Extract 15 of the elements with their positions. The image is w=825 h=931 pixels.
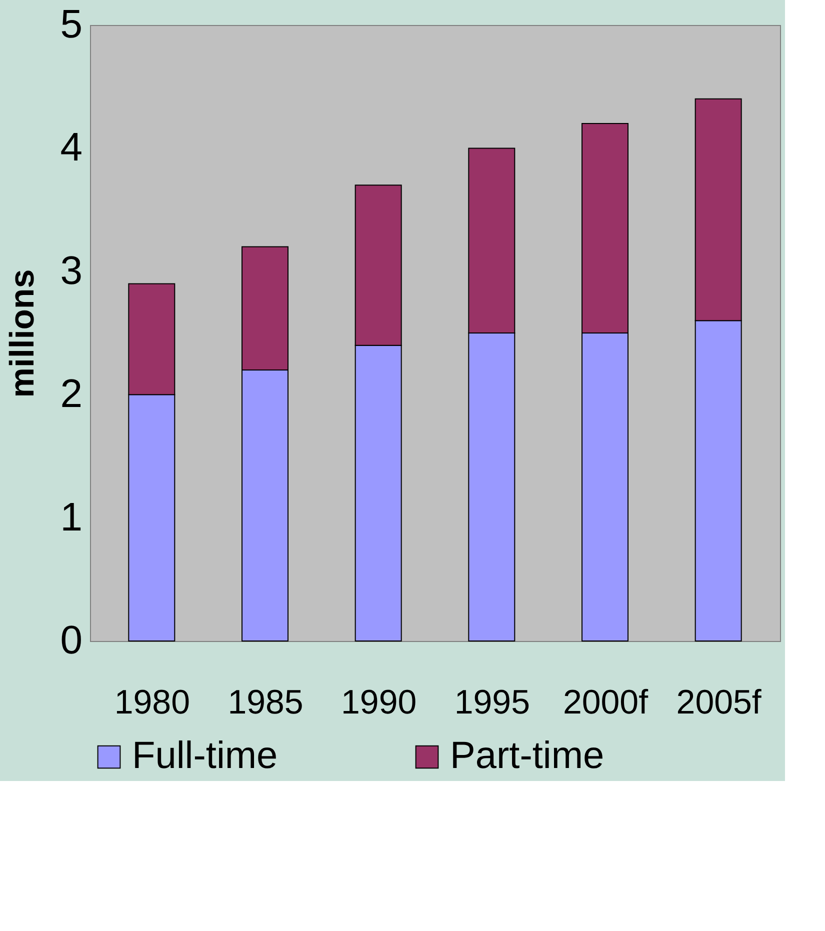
x-tick-label: 2000f [562,684,649,722]
x-tick-label: 2005f [676,684,762,722]
y-axis-title: millions [3,269,42,398]
y-tick-label: 2 [60,372,82,416]
x-tick-label: 1995 [454,684,530,722]
x-tick-label: 1990 [341,684,417,722]
x-tick-label: 1980 [114,684,190,722]
y-tick-label: 1 [60,495,82,540]
legend-label: Full-time [132,735,278,777]
y-tick-label: 4 [60,126,82,170]
x-tick-label: 1985 [228,684,304,722]
y-tick-label: 3 [60,248,82,293]
legend-label: Part-time [450,735,604,777]
y-tick-label: 0 [60,618,82,662]
y-tick-label: 5 [60,2,82,46]
